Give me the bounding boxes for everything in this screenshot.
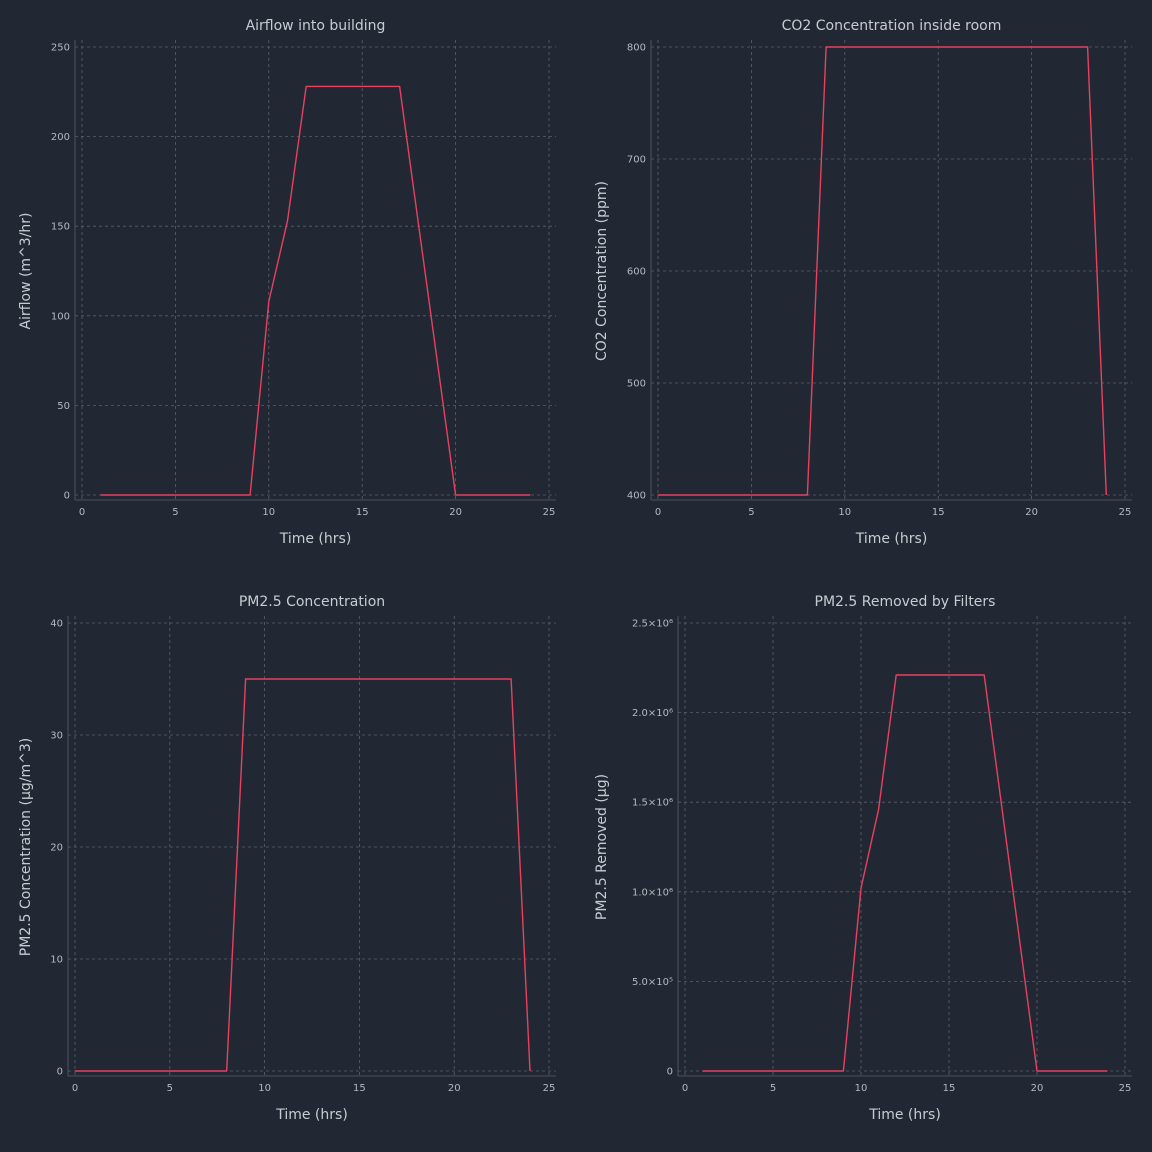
y-tick-label: 200	[51, 132, 70, 143]
y-tick-label: 2.0×10⁶	[632, 708, 673, 719]
x-tick-label: 15	[353, 1083, 366, 1094]
x-tick-label: 10	[855, 1083, 868, 1094]
y-tick-label: 100	[51, 311, 70, 322]
x-tick-label: 15	[943, 1083, 956, 1094]
x-tick-label: 25	[543, 1083, 556, 1094]
chart-panel-4: 0 5.0×10⁵ 1.0×10⁶ 1.5×10⁶ 2.0×10⁶ 2.5×10⁶ 0 5 10…	[594, 594, 1132, 1123]
y-axis-label: CO2 Concentration (ppm)	[594, 181, 610, 361]
y-tick-label: 0	[667, 1067, 673, 1078]
y-tick-label: 800	[627, 43, 646, 54]
y-tick-label: 600	[627, 267, 646, 278]
x-tick-label: 15	[356, 507, 369, 518]
chart-title: CO2 Concentration inside room	[782, 18, 1002, 34]
x-tick-label: 0	[655, 507, 661, 518]
series-line-1	[658, 46, 1107, 496]
x-tick-label: 10	[838, 507, 851, 518]
x-tick-label: 20	[448, 1083, 461, 1094]
y-axis-label: PM2.5 Removed (μg)	[594, 774, 610, 920]
chart-panel-1: 0 50 100 150 200 250 0 5 10 15 20 25 Airflow into bu…	[18, 18, 556, 547]
y-tick-label: 700	[627, 155, 646, 166]
x-axis-label: Time (hrs)	[275, 1107, 348, 1123]
y-tick-label: 50	[57, 401, 70, 412]
series-line-1	[100, 85, 531, 496]
x-tick-label: 10	[258, 1083, 271, 1094]
y-tick-label: 0	[57, 1067, 63, 1078]
x-tick-label: 5	[172, 507, 178, 518]
x-tick-label: 0	[79, 507, 85, 518]
x-tick-label: 25	[543, 507, 556, 518]
y-tick-label: 40	[50, 619, 63, 630]
x-tick-label: 5	[748, 507, 754, 518]
series-line-1	[75, 678, 531, 1072]
chart-panel-2: 400 500 600 700 800 0 5 10 15 20 25 CO2 Concentrati…	[594, 18, 1132, 547]
y-tick-label: 0	[64, 491, 70, 502]
x-tick-label: 15	[932, 507, 945, 518]
x-tick-label: 10	[262, 507, 275, 518]
chart-title: PM2.5 Concentration	[239, 594, 385, 610]
x-tick-label: 25	[1119, 507, 1132, 518]
y-tick-label: 250	[51, 43, 70, 54]
x-tick-label: 20	[1031, 1083, 1044, 1094]
y-tick-label: 20	[50, 843, 63, 854]
y-tick-label: 1.5×10⁶	[632, 798, 673, 809]
x-tick-label: 5	[167, 1083, 173, 1094]
series-line-1	[702, 674, 1108, 1072]
x-axis-label: Time (hrs)	[279, 531, 352, 547]
x-tick-label: 25	[1119, 1083, 1132, 1094]
y-tick-label: 400	[627, 491, 646, 502]
chart-title: PM2.5 Removed by Filters	[815, 594, 996, 610]
x-tick-label: 0	[682, 1083, 688, 1094]
y-tick-label: 500	[627, 379, 646, 390]
chart-title: Airflow into building	[246, 18, 386, 34]
chart-panel-3: 0 10 20 30 40 0 5 10 15 20 25 PM2.5 Concentration Ti…	[18, 594, 556, 1123]
x-tick-label: 20	[1025, 507, 1038, 518]
y-axis-label: PM2.5 Concentration (μg/m^3)	[18, 738, 34, 956]
y-tick-label: 5.0×10⁵	[632, 977, 673, 988]
x-tick-label: 0	[72, 1083, 78, 1094]
x-tick-label: 20	[449, 507, 462, 518]
y-tick-label: 2.5×10⁶	[632, 619, 673, 630]
y-tick-label: 10	[50, 955, 63, 966]
x-tick-label: 5	[770, 1083, 776, 1094]
x-axis-label: Time (hrs)	[855, 531, 928, 547]
y-tick-label: 150	[51, 222, 70, 233]
y-tick-label: 30	[50, 731, 63, 742]
x-axis-label: Time (hrs)	[868, 1107, 941, 1123]
y-tick-label: 1.0×10⁶	[632, 887, 673, 898]
y-axis-label: Airflow (m^3/hr)	[18, 212, 34, 329]
